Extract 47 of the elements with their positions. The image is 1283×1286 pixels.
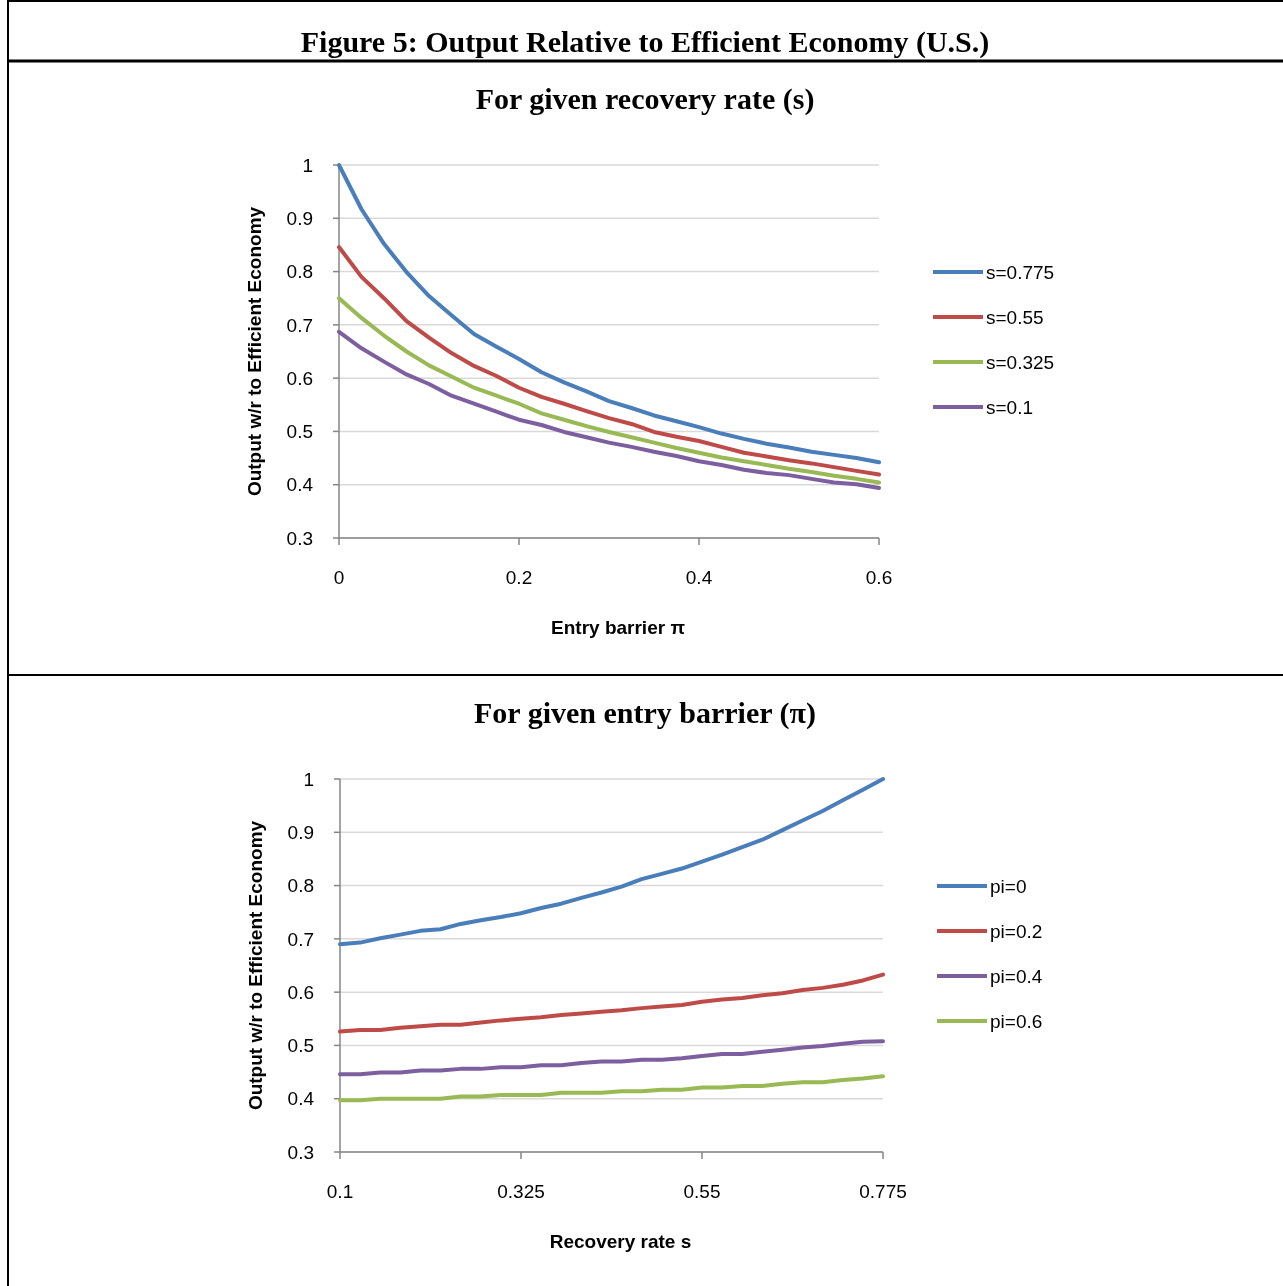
chart-title: For given entry barrier (π) [474, 696, 816, 730]
line-series [337, 329, 881, 490]
chart-title: Figure 5: Output Relative to Efficient Economy (U.S.) [300, 25, 990, 59]
y-axis-title: Output w/r to Efficient Economy [244, 206, 265, 497]
x-tick-label: 0 [333, 567, 345, 588]
y-tick-label: 0.4 [287, 1088, 315, 1110]
x-tick-label: 0.775 [859, 1181, 907, 1202]
y-tick-label: 0.8 [286, 261, 313, 283]
y-tick-label: 0.6 [287, 981, 314, 1003]
y-tick-label: 0.6 [286, 367, 313, 389]
y-tick-label: 0.5 [286, 421, 313, 443]
legend-label: s=0.325 [986, 351, 1055, 373]
x-axis-title: Entry barrier π [551, 617, 686, 638]
x-tick-label: 0.6 [865, 567, 893, 588]
chart-subtitle: For given recovery rate (s) [475, 82, 815, 116]
line-series [337, 163, 881, 465]
y-tick-label: 0.3 [287, 1141, 314, 1163]
legend-label: pi=0.2 [990, 920, 1043, 942]
y-tick-label: 0.3 [286, 527, 313, 549]
y-tick-label: 0.9 [287, 821, 314, 843]
legend-label: s=0.775 [986, 261, 1055, 283]
legend-label: pi=0 [990, 875, 1027, 897]
x-tick-label: 0.325 [497, 1181, 545, 1202]
line-series [338, 1074, 885, 1103]
line-series [337, 296, 881, 485]
y-tick-label: 0.4 [286, 474, 314, 496]
x-tick-label: 0.1 [326, 1181, 354, 1202]
y-tick-label: 0.5 [287, 1035, 314, 1057]
y-tick-label: 0.7 [286, 314, 313, 336]
x-tick-label: 0.2 [505, 567, 533, 588]
x-axis-title: Recovery rate s [549, 1231, 692, 1252]
x-tick-label: 0.55 [683, 1181, 721, 1202]
x-tick-label: 0.4 [685, 567, 713, 588]
line-series [338, 972, 885, 1034]
y-tick-label: 1 [303, 768, 314, 790]
legend-label: pi=0.6 [990, 1010, 1043, 1032]
legend-label: s=0.1 [986, 396, 1034, 418]
line-series [337, 245, 881, 477]
y-tick-label: 0.8 [287, 875, 314, 897]
legend-label: s=0.55 [986, 306, 1044, 328]
legend-label: pi=0.4 [990, 965, 1043, 987]
y-axis-title: Output w/r to Efficient Economy [245, 820, 266, 1111]
line-series [338, 777, 885, 947]
line-series [338, 1039, 885, 1077]
y-tick-label: 1 [302, 154, 313, 176]
y-tick-label: 0.7 [287, 928, 314, 950]
y-tick-label: 0.9 [286, 207, 313, 229]
